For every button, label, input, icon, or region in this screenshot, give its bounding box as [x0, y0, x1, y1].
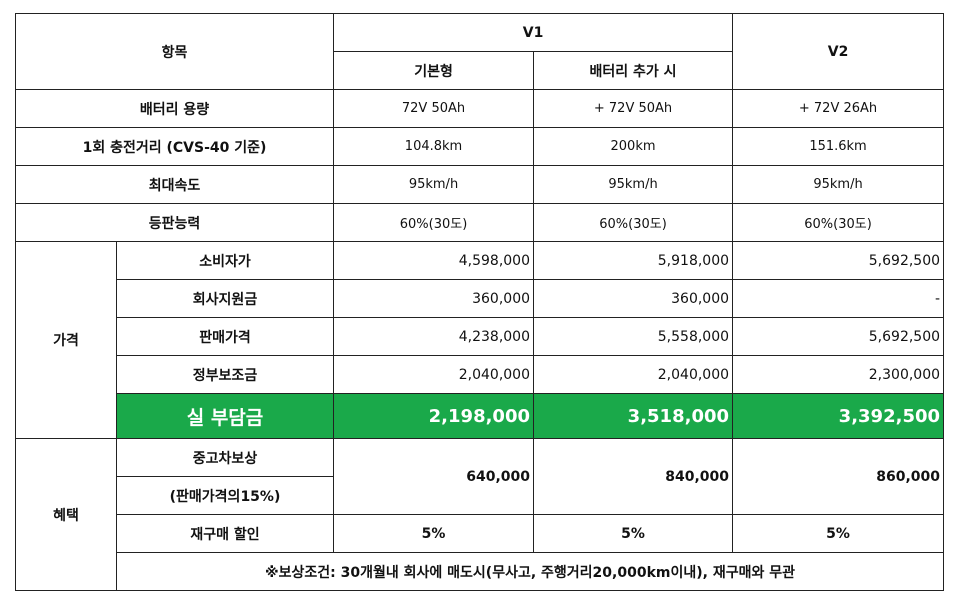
net-cost-label: 실 부담금 — [115, 393, 335, 439]
spec-row: 1회 충전거리 (CVS-40 기준) 104.8km 200km 151.6k… — [14, 127, 945, 166]
spec-basic: 104.8km — [333, 127, 535, 166]
rebuy-label: 재구매 할인 — [115, 514, 335, 553]
net-cost-basic: 2,198,000 — [333, 393, 535, 439]
spec-v2: 151.6km — [732, 127, 945, 166]
spec-basic: 72V 50Ah — [333, 89, 535, 128]
price-battery: 5,918,000 — [533, 241, 734, 280]
benefit-group-label: 혜택 — [15, 438, 117, 591]
comparison-table: 항목 V1 V2 기본형 배터리 추가 시 배터리 용량 72V 50Ah + … — [14, 13, 945, 591]
spec-basic: 95km/h — [333, 165, 535, 204]
price-v2: 5,692,500 — [732, 317, 945, 356]
header-v2: V2 — [732, 13, 945, 90]
tradein-battery: 840,000 — [533, 438, 734, 515]
net-cost-v2: 3,392,500 — [732, 393, 945, 439]
price-label: 정부보조금 — [115, 355, 335, 394]
benefit-note: ※보상조건: 30개월내 회사에 매도시(무사고, 주행거리20,000km이내… — [115, 552, 945, 591]
spec-battery: 200km — [533, 127, 734, 166]
spec-label: 1회 충전거리 (CVS-40 기준) — [14, 127, 335, 166]
tradein-label: 중고차보상 — [115, 438, 335, 477]
price-label: 판매가격 — [115, 317, 335, 356]
price-basic: 4,238,000 — [333, 317, 535, 356]
rebuy-basic: 5% — [333, 514, 535, 553]
benefit-row: ※보상조건: 30개월내 회사에 매도시(무사고, 주행거리20,000km이내… — [16, 552, 945, 591]
spec-label: 등판능력 — [14, 203, 335, 242]
price-basic: 4,598,000 — [333, 241, 535, 280]
net-cost-row: 실 부담금 2,198,000 3,518,000 3,392,500 — [16, 393, 945, 439]
spec-v2: + 72V 26Ah — [732, 89, 945, 128]
price-v2: 5,692,500 — [732, 241, 945, 280]
spec-row: 최대속도 95km/h 95km/h 95km/h — [14, 165, 945, 204]
rebuy-battery: 5% — [533, 514, 734, 553]
price-v2: 2,300,000 — [732, 355, 945, 394]
price-row: 회사지원금 360,000 360,000 - — [16, 279, 945, 318]
tradein-sub-label: (판매가격의15%) — [115, 476, 335, 515]
price-row: 정부보조금 2,040,000 2,040,000 2,300,000 — [16, 355, 945, 394]
price-v2: - — [732, 279, 945, 318]
benefit-row: 재구매 할인 5% 5% 5% — [16, 514, 945, 553]
spec-label: 최대속도 — [14, 165, 335, 204]
price-basic: 360,000 — [333, 279, 535, 318]
spec-row: 배터리 용량 72V 50Ah + 72V 50Ah + 72V 26Ah — [14, 89, 945, 128]
price-battery: 360,000 — [533, 279, 734, 318]
tradein-basic: 640,000 — [333, 438, 535, 515]
header-v1: V1 — [333, 13, 734, 52]
header-v1-basic: 기본형 — [333, 51, 535, 90]
header-row-1: 항목 V1 V2 — [14, 13, 945, 90]
header-row-2: 기본형 배터리 추가 시 — [16, 51, 944, 90]
spec-row: 등판능력 60%(30도) 60%(30도) 60%(30도) — [14, 203, 945, 242]
spec-label: 배터리 용량 — [14, 89, 335, 128]
spec-battery: 95km/h — [533, 165, 734, 204]
spec-v2: 95km/h — [732, 165, 945, 204]
benefit-row: 혜택 중고차보상 640,000 840,000 860,000 — [15, 438, 945, 591]
price-label: 회사지원금 — [115, 279, 335, 318]
price-row: 가격 소비자가 4,598,000 5,918,000 5,692,500 — [15, 241, 945, 439]
header-item: 항목 — [14, 13, 335, 90]
spec-v2: 60%(30도) — [732, 203, 945, 242]
price-group-label: 가격 — [15, 241, 117, 439]
price-basic: 2,040,000 — [333, 355, 535, 394]
price-label: 소비자가 — [115, 241, 335, 280]
price-battery: 2,040,000 — [533, 355, 734, 394]
spec-basic: 60%(30도) — [333, 203, 535, 242]
price-row: 판매가격 4,238,000 5,558,000 5,692,500 — [16, 317, 945, 356]
tradein-v2: 860,000 — [732, 438, 945, 515]
price-battery: 5,558,000 — [533, 317, 734, 356]
spec-battery: + 72V 50Ah — [533, 89, 734, 128]
spec-battery: 60%(30도) — [533, 203, 734, 242]
header-v1-battery: 배터리 추가 시 — [533, 51, 734, 90]
rebuy-v2: 5% — [732, 514, 945, 553]
net-cost-battery: 3,518,000 — [533, 393, 734, 439]
